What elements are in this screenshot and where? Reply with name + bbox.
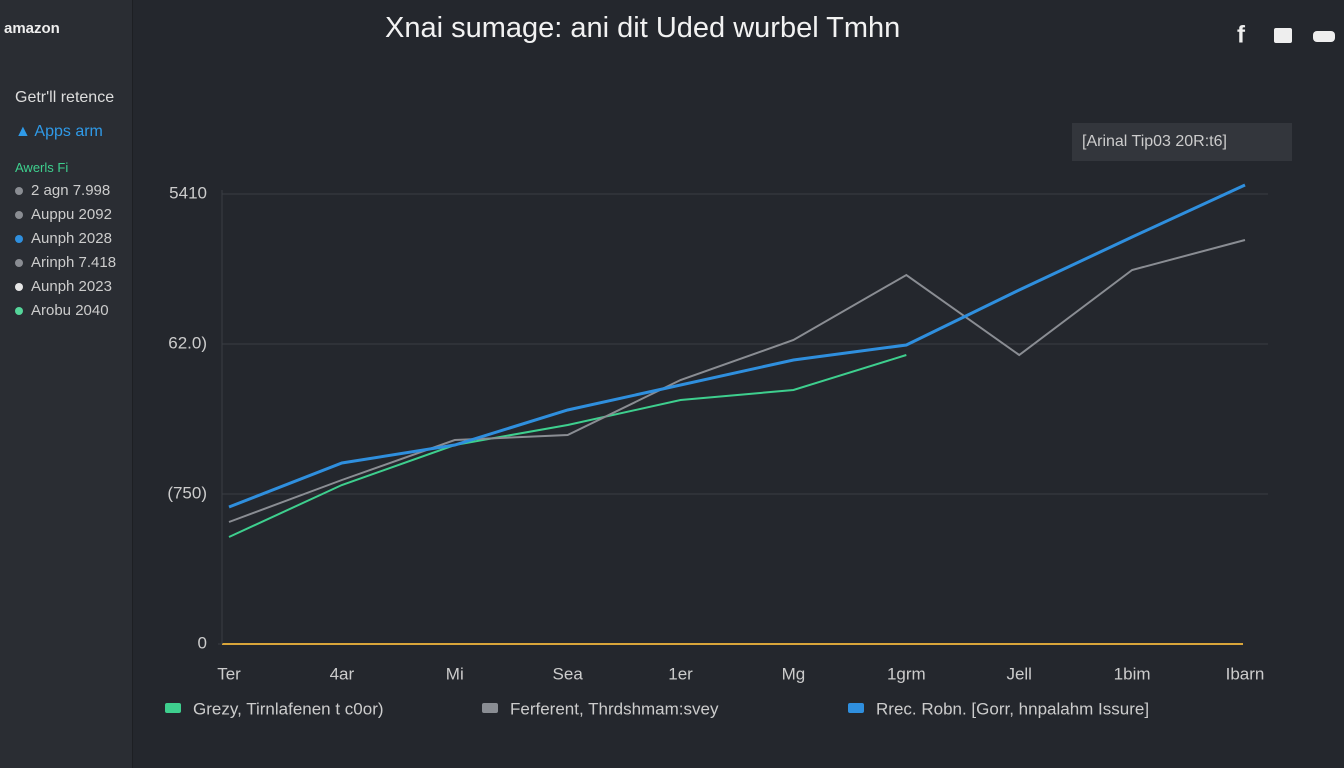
item-dot [15, 186, 23, 195]
facebook-icon[interactable]: f [1237, 21, 1246, 48]
x-tick-label: Ter [217, 664, 241, 683]
sidebar-item[interactable]: 2 agn 7.998 [15, 182, 110, 199]
series-line [228, 239, 1246, 523]
legend-swatch [848, 703, 864, 713]
legend-label: Rrec. Robn. [Gorr, hnpalahm Issure] [876, 699, 1149, 718]
sidebar-active[interactable]: ▲ Apps arm [15, 123, 103, 141]
sidebar-section: Awerls Fi [15, 160, 69, 175]
legend-swatch [165, 703, 181, 713]
icons: f [1237, 21, 1335, 48]
item-dot [15, 258, 23, 267]
x-tick-label: Mi [446, 664, 464, 683]
legend-label: Ferferent, Thrdshmam:svey [510, 699, 719, 718]
x-tick-label: 1er [668, 664, 693, 683]
sidebar-item[interactable]: Arinph 7.418 [15, 254, 116, 271]
x-tick-label: 1bim [1114, 664, 1151, 683]
series-line [228, 183, 1246, 509]
item-label: Arinph 7.418 [31, 254, 117, 271]
logo[interactable]: amazon [4, 20, 60, 37]
legend-label: Grezy, Tirnlafenen t c0or) [193, 699, 384, 718]
sidebar-item[interactable]: Arobu 2040 [15, 302, 109, 319]
bag-icon[interactable] [1274, 28, 1292, 43]
sidebar-item[interactable]: Auppu 2092 [15, 206, 112, 223]
x-tick-label: Mg [782, 664, 806, 683]
item-dot [15, 234, 23, 243]
y-tick-label: (750) [167, 483, 207, 502]
sidebar: amazon Getr'll retence ▲ Apps arm Awerls… [0, 0, 133, 768]
sidebar-item[interactable]: Aunph 2023 [15, 278, 112, 295]
item-dot [15, 282, 23, 291]
legend-swatch [482, 703, 498, 713]
series-line [228, 354, 907, 538]
x-tick-label: Jell [1006, 664, 1032, 683]
item-label: Aunph 2023 [31, 278, 112, 295]
x-tick-label: 1grm [887, 664, 926, 683]
arrow: ▲ [15, 123, 35, 140]
item-label: 2 agn 7.998 [31, 182, 111, 199]
cart-icon[interactable] [1313, 31, 1335, 42]
y-tick-label: 0 [198, 633, 207, 652]
sidebar-item[interactable]: Aunph 2028 [15, 230, 112, 247]
y-tick-label: 5410 [169, 183, 207, 202]
item-label: Auppu 2092 [31, 206, 112, 223]
item-dot [15, 210, 23, 219]
item-dot [15, 306, 23, 315]
tooltip: [Arinal Tip03 20R:t6] [1072, 123, 1292, 161]
item-label: Arobu 2040 [31, 302, 109, 319]
item-label: Aunph 2028 [31, 230, 112, 247]
x-tick-label: 4ar [330, 664, 355, 683]
y-tick-label: 62.0) [168, 333, 207, 352]
sidebar-heading: Getr'll retence [15, 89, 115, 106]
x-tick-label: Ibarn [1226, 664, 1265, 683]
x-tick-label: Sea [553, 664, 584, 683]
active-label: Apps arm [34, 123, 103, 140]
page-title: Xnai sumage: ani dit Uded wurbel Tmhn [385, 12, 901, 44]
